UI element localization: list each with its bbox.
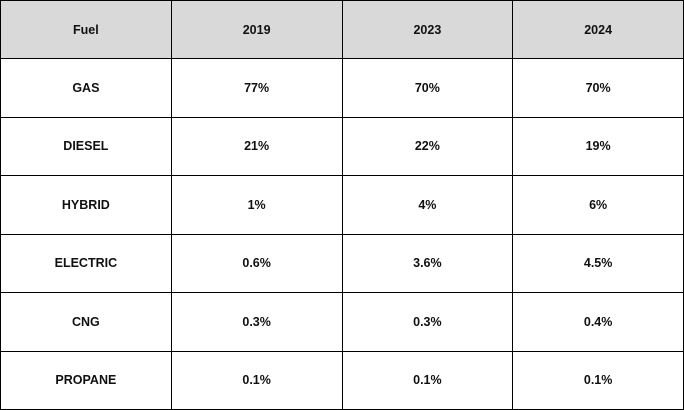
value-cell-2019: 1%	[170, 175, 343, 235]
table-header: Fuel 2019 2023 2024	[0, 0, 684, 59]
column-header-2024: 2024	[512, 0, 684, 59]
column-header-2023: 2023	[341, 0, 514, 59]
table-row: ELECTRIC 0.6% 3.6% 4.5%	[0, 233, 684, 293]
fuel-cell: CNG	[0, 292, 172, 352]
table-body: GAS 77% 70% 70% DIESEL 21% 22% 19% HYBRI…	[0, 58, 684, 410]
value-cell-2019: 0.3%	[170, 292, 343, 352]
fuel-cell: ELECTRIC	[0, 233, 172, 293]
value-cell-2023: 4%	[341, 175, 514, 235]
column-header-2019: 2019	[170, 0, 343, 59]
value-cell-2019: 77%	[170, 58, 343, 118]
value-cell-2023: 0.1%	[341, 350, 514, 410]
value-cell-2023: 0.3%	[341, 292, 514, 352]
value-cell-2023: 22%	[341, 116, 514, 176]
value-cell-2024: 70%	[512, 58, 684, 118]
fuel-cell: PROPANE	[0, 350, 172, 410]
table-row: CNG 0.3% 0.3% 0.4%	[0, 292, 684, 352]
value-cell-2019: 0.1%	[170, 350, 343, 410]
value-cell-2024: 19%	[512, 116, 684, 176]
table-row: GAS 77% 70% 70%	[0, 58, 684, 118]
value-cell-2019: 21%	[170, 116, 343, 176]
table-row: PROPANE 0.1% 0.1% 0.1%	[0, 350, 684, 410]
value-cell-2019: 0.6%	[170, 233, 343, 293]
value-cell-2024: 4.5%	[512, 233, 684, 293]
value-cell-2024: 6%	[512, 175, 684, 235]
value-cell-2024: 0.1%	[512, 350, 684, 410]
fuel-cell: DIESEL	[0, 116, 172, 176]
value-cell-2024: 0.4%	[512, 292, 684, 352]
value-cell-2023: 70%	[341, 58, 514, 118]
column-header-fuel: Fuel	[0, 0, 172, 59]
fuel-cell: HYBRID	[0, 175, 172, 235]
table-row: DIESEL 21% 22% 19%	[0, 116, 684, 176]
header-row: Fuel 2019 2023 2024	[0, 0, 684, 59]
table-row: HYBRID 1% 4% 6%	[0, 175, 684, 235]
value-cell-2023: 3.6%	[341, 233, 514, 293]
fuel-cell: GAS	[0, 58, 172, 118]
